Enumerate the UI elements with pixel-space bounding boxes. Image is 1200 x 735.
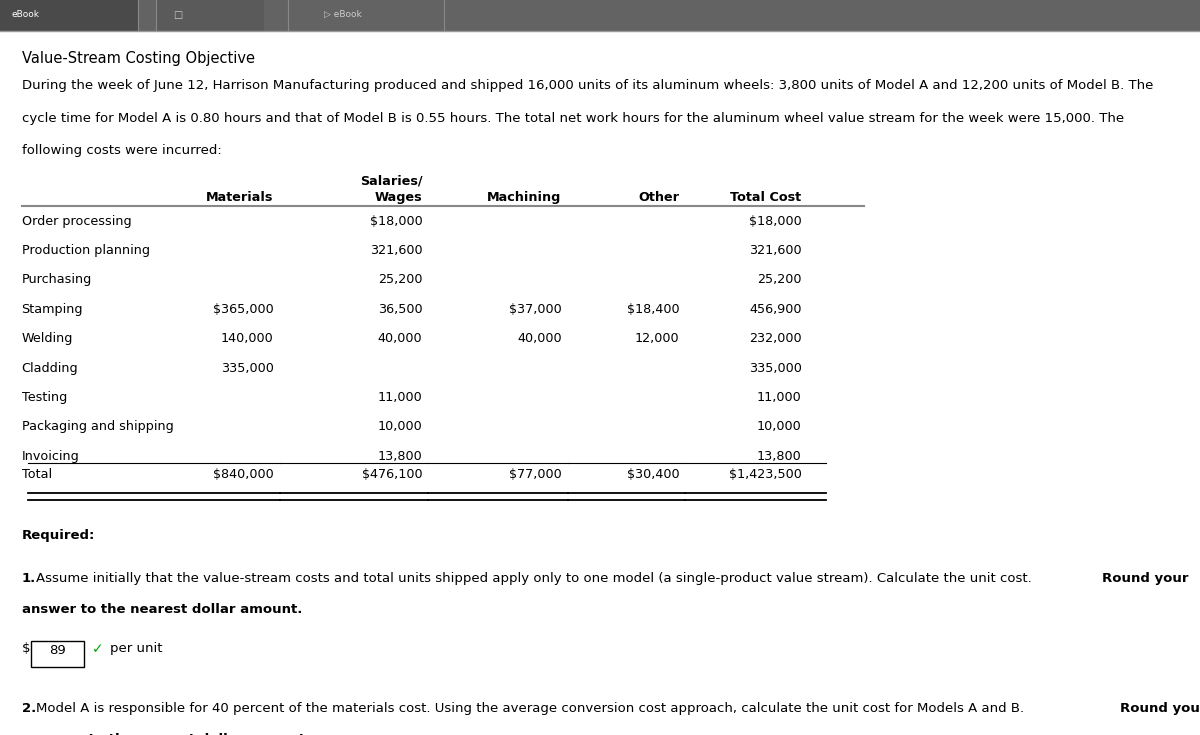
Text: $: $ (22, 642, 30, 656)
Text: per unit: per unit (110, 642, 163, 656)
Text: $77,000: $77,000 (509, 468, 562, 481)
Text: $37,000: $37,000 (509, 303, 562, 316)
Bar (0, 0, 138, 31)
Text: Required:: Required: (22, 529, 95, 542)
Text: $365,000: $365,000 (212, 303, 274, 316)
Text: 321,600: 321,600 (370, 244, 422, 257)
Text: Assume initially that the value-stream costs and total units shipped apply only : Assume initially that the value-stream c… (36, 572, 1036, 585)
Text: Total Cost: Total Cost (731, 191, 802, 204)
Text: $18,000: $18,000 (749, 215, 802, 228)
Bar (31, 641, 84, 667)
Text: answers to the nearest dollar amount.: answers to the nearest dollar amount. (22, 733, 310, 735)
Text: following costs were incurred:: following costs were incurred: (22, 144, 221, 157)
Bar (288, 0, 444, 31)
Text: $840,000: $840,000 (212, 468, 274, 481)
Text: 335,000: 335,000 (749, 362, 802, 375)
Text: 335,000: 335,000 (221, 362, 274, 375)
Text: 40,000: 40,000 (378, 332, 422, 345)
Text: Model A is responsible for 40 percent of the materials cost. Using the average c: Model A is responsible for 40 percent of… (36, 702, 1028, 715)
Text: 36,500: 36,500 (378, 303, 422, 316)
Text: 25,200: 25,200 (757, 273, 802, 287)
Text: Value-Stream Costing Objective: Value-Stream Costing Objective (22, 51, 254, 66)
Text: 10,000: 10,000 (378, 420, 422, 434)
Bar (0, 0, 1200, 31)
Text: Packaging and shipping: Packaging and shipping (22, 420, 173, 434)
Text: 10,000: 10,000 (757, 420, 802, 434)
Text: Welding: Welding (22, 332, 73, 345)
Text: During the week of June 12, Harrison Manufacturing produced and shipped 16,000 u: During the week of June 12, Harrison Man… (22, 79, 1153, 93)
Text: 1.: 1. (22, 572, 36, 585)
Text: Cladding: Cladding (22, 362, 78, 375)
Text: 2.: 2. (22, 702, 36, 715)
Text: 11,000: 11,000 (378, 391, 422, 404)
Text: Round your: Round your (1102, 572, 1188, 585)
Text: $18,000: $18,000 (370, 215, 422, 228)
Text: Order processing: Order processing (22, 215, 131, 228)
Text: 321,600: 321,600 (749, 244, 802, 257)
Text: answer to the nearest dollar amount.: answer to the nearest dollar amount. (22, 603, 302, 616)
Text: Stamping: Stamping (22, 303, 83, 316)
Text: $476,100: $476,100 (361, 468, 422, 481)
Text: Other: Other (638, 191, 679, 204)
Text: cycle time for Model A is 0.80 hours and that of Model B is 0.55 hours. The tota: cycle time for Model A is 0.80 hours and… (22, 112, 1123, 125)
Text: ✓: ✓ (92, 642, 104, 656)
Text: eBook: eBook (12, 10, 40, 19)
Text: Invoicing: Invoicing (22, 450, 79, 463)
Text: Machining: Machining (487, 191, 562, 204)
Text: ▷ eBook: ▷ eBook (324, 10, 361, 19)
Text: $18,400: $18,400 (626, 303, 679, 316)
Text: 89: 89 (49, 644, 66, 657)
Text: 13,800: 13,800 (757, 450, 802, 463)
Text: $1,423,500: $1,423,500 (728, 468, 802, 481)
Text: Production planning: Production planning (22, 244, 150, 257)
Text: Purchasing: Purchasing (22, 273, 92, 287)
Text: Materials: Materials (206, 191, 274, 204)
Text: $30,400: $30,400 (626, 468, 679, 481)
Text: 140,000: 140,000 (221, 332, 274, 345)
Text: Testing: Testing (22, 391, 67, 404)
Bar (156, 0, 264, 31)
Text: Round your: Round your (1120, 702, 1200, 715)
Text: 40,000: 40,000 (517, 332, 562, 345)
Text: □: □ (173, 10, 182, 20)
Text: Salaries/: Salaries/ (360, 175, 422, 188)
Text: 25,200: 25,200 (378, 273, 422, 287)
Text: Wages: Wages (374, 191, 422, 204)
Text: 13,800: 13,800 (378, 450, 422, 463)
Text: 11,000: 11,000 (757, 391, 802, 404)
Text: 12,000: 12,000 (635, 332, 679, 345)
Text: 232,000: 232,000 (749, 332, 802, 345)
Text: Total: Total (22, 468, 52, 481)
Text: 456,900: 456,900 (749, 303, 802, 316)
